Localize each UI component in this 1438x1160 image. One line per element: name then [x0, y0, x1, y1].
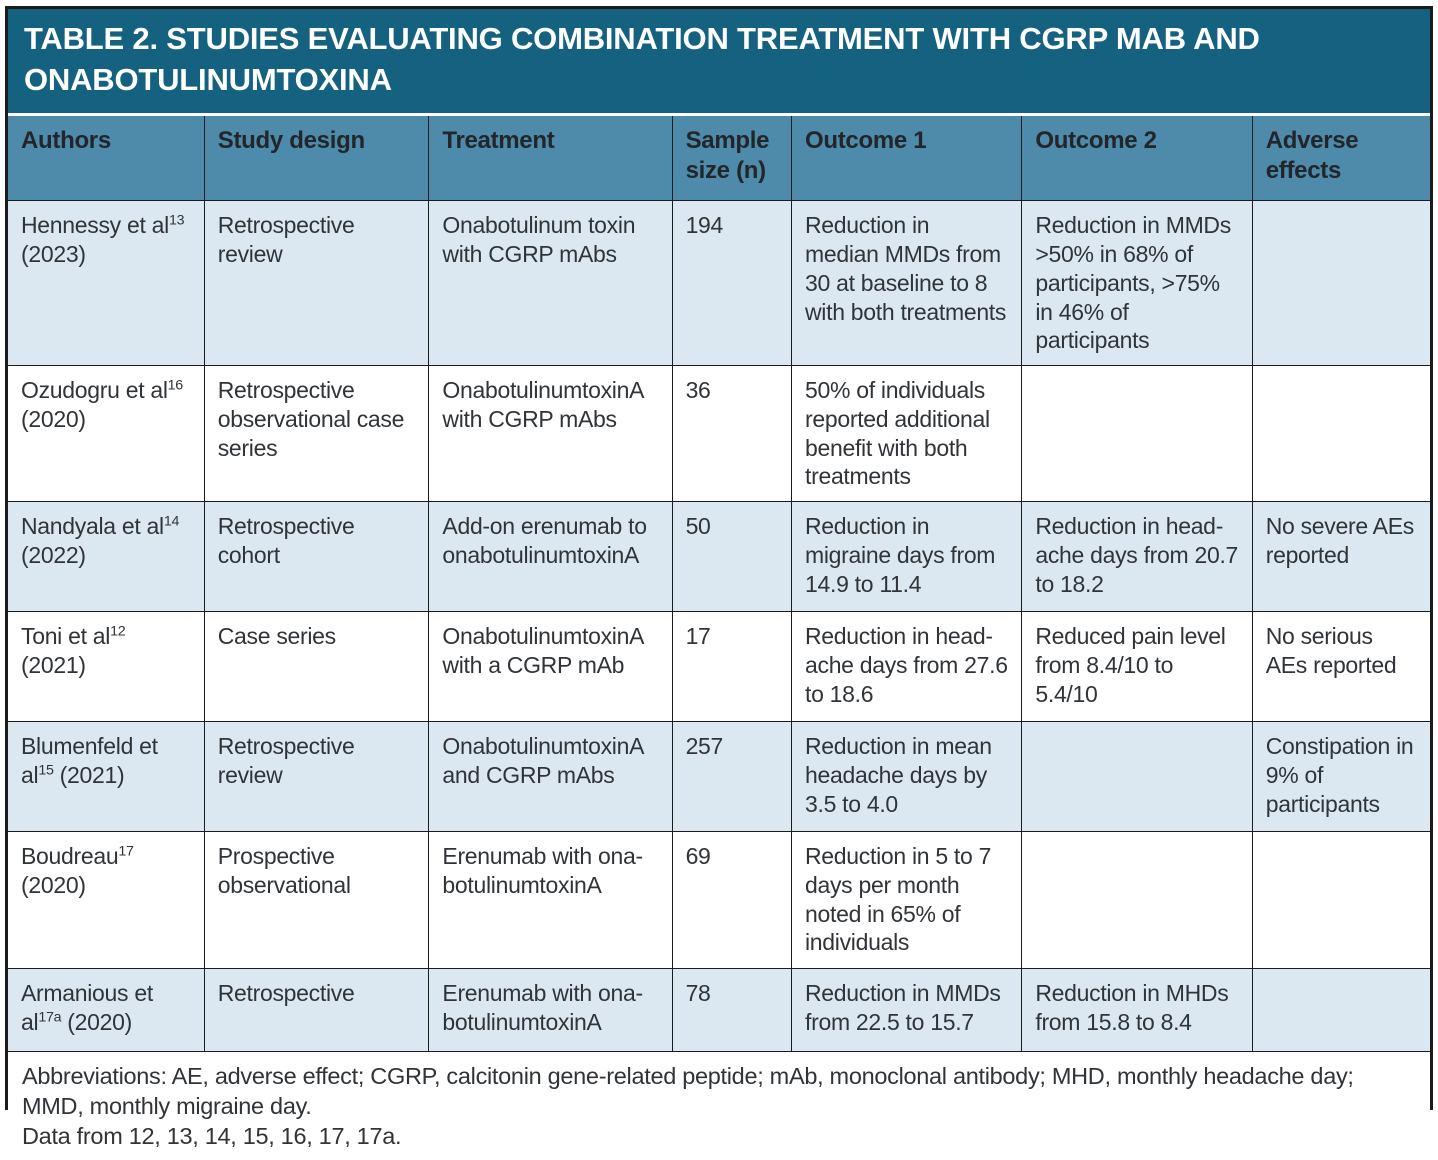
author-cell: Boudreau17 (2020)	[7, 831, 205, 970]
adverse-effects-cell	[1251, 831, 1431, 970]
table-row: Toni et al12 (2021) Case series Onabotul…	[7, 611, 1431, 723]
author-year: (2023)	[21, 241, 86, 268]
treatment-cell: OnabotulinumtoxinA with a CGRP mAb	[428, 611, 673, 723]
author-reference-superscript: 17a	[38, 1009, 62, 1026]
adverse-effects-cell	[1251, 365, 1431, 503]
study-design-cell: Case series	[203, 611, 430, 723]
author-name: Hennessy et al	[21, 212, 169, 239]
table-row: Blumenfeld et al15 (2021) Retrospective …	[7, 721, 1431, 833]
table-row: Hennessy et al13 (2023) Retrospective re…	[7, 200, 1431, 367]
author-name: Toni et al	[21, 623, 111, 650]
study-design-cell: Retrospective review	[203, 200, 430, 367]
column-header-authors: Authors	[7, 115, 205, 202]
column-header-outcome2: Outcome 2	[1021, 115, 1253, 202]
table-row: Ozudogru et al16 (2020) Retrospective ob…	[7, 365, 1431, 503]
author-reference-superscript: 12	[110, 623, 126, 640]
author-name: Nandyala et al	[21, 513, 164, 540]
treatment-cell: Add-on erenumab to onabotulinumtoxinA	[428, 501, 673, 613]
treatment-cell: OnabotulinumtoxinA and CGRP mAbs	[428, 721, 673, 833]
table-body: Hennessy et al13 (2023) Retrospective re…	[7, 200, 1431, 1052]
column-header-outcome1: Outcome 1	[790, 115, 1023, 202]
adverse-effects-cell: No severe AEs reported	[1251, 501, 1431, 613]
author-reference-superscript: 17	[118, 843, 134, 860]
outcome2-cell: Reduction in MHDs from 15.8 to 8.4	[1021, 968, 1253, 1052]
author-year: (2020)	[21, 405, 86, 432]
author-cell: Hennessy et al13 (2023)	[7, 200, 205, 367]
author-reference-superscript: 13	[168, 212, 185, 229]
adverse-effects-cell	[1251, 200, 1431, 367]
sample-size-cell: 17	[671, 611, 793, 723]
table-row: Boudreau17 (2020) Prospective observa­ti…	[7, 831, 1431, 970]
outcome1-cell: Reduction in 5 to 7 days per month noted…	[790, 831, 1023, 970]
column-header-design: Study design	[203, 115, 430, 202]
author-cell: Blumenfeld et al15 (2021)	[7, 721, 205, 833]
study-design-cell: Retrospective	[203, 968, 430, 1052]
sample-size-cell: 194	[671, 200, 793, 367]
table-row: Armanious et al17a (2020) Retrospective …	[7, 968, 1431, 1052]
studies-table: Authors Study design Treatment Sample si…	[7, 115, 1431, 1052]
treatment-cell: Erenumab with ona­botulinumtoxinA	[428, 831, 673, 970]
author-year: (2020)	[61, 1008, 132, 1035]
table-row: Nandyala et al14 (2022) Retrospective co…	[7, 501, 1431, 613]
outcome1-cell: 50% of individuals reported additional b…	[790, 365, 1023, 503]
author-cell: Ozudogru et al16 (2020)	[7, 365, 205, 503]
outcome2-cell	[1021, 721, 1253, 833]
adverse-effects-cell: Constipation in 9% of participants	[1251, 721, 1431, 833]
sample-size-cell: 36	[671, 365, 793, 503]
author-name: Blumenfeld et al	[21, 733, 158, 788]
author-name: Ozudogru et al	[21, 377, 168, 404]
author-name: Armanious et al	[21, 980, 153, 1035]
data-source-note: Data from 12, 13, 14, 15, 16, 17, 17a.	[22, 1122, 402, 1149]
outcome2-cell	[1021, 831, 1253, 970]
column-header-treatment: Treatment	[428, 115, 673, 202]
outcome2-cell: Reduced pain level from 8.4/10 to 5.4/10	[1021, 611, 1253, 723]
outcome1-cell: Reduction in migraine days from 14.9 to …	[790, 501, 1023, 613]
outcome2-cell: Reduction in MMDs >50% in 68% of partici…	[1021, 200, 1253, 367]
table-header-row: Authors Study design Treatment Sample si…	[7, 115, 1431, 202]
study-design-cell: Retrospective obser­vational case series	[203, 365, 430, 503]
author-name: Boudreau	[21, 843, 119, 870]
author-cell: Toni et al12 (2021)	[7, 611, 205, 723]
author-year: (2021)	[53, 761, 125, 788]
sample-size-cell: 69	[671, 831, 793, 970]
outcome1-cell: Reduction in median MMDs from 30 at base…	[790, 200, 1023, 367]
outcome2-cell: Reduction in head­ache days from 20.7 to…	[1021, 501, 1253, 613]
sample-size-cell: 78	[671, 968, 793, 1052]
table-frame: TABLE 2. STUDIES EVALUATING COMBINATION …	[5, 6, 1433, 1160]
treatment-cell: Erenumab with ona­botulinumtoxinA	[428, 968, 673, 1052]
outcome2-cell	[1021, 365, 1253, 503]
treatment-cell: OnabotulinumtoxinA with CGRP mAbs	[428, 365, 673, 503]
author-reference-superscript: 14	[163, 513, 180, 530]
author-year: (2022)	[21, 541, 86, 568]
study-design-cell: Prospective observa­tional	[203, 831, 430, 970]
author-year: (2020)	[21, 871, 86, 898]
column-header-adverse: Adverse effects	[1251, 115, 1431, 202]
table-title: TABLE 2. STUDIES EVALUATING COMBINATION …	[8, 9, 1430, 113]
study-design-cell: Retrospective review	[203, 721, 430, 833]
adverse-effects-cell: No serious AEs reported	[1251, 611, 1431, 723]
column-header-sample: Sample size (n)	[671, 115, 793, 202]
study-design-cell: Retrospective cohort	[203, 501, 430, 613]
outcome1-cell: Reduction in mean headache days by 3.5 t…	[790, 721, 1023, 833]
author-cell: Nandyala et al14 (2022)	[7, 501, 205, 613]
adverse-effects-cell	[1251, 968, 1431, 1052]
sample-size-cell: 257	[671, 721, 793, 833]
author-reference-superscript: 15	[38, 762, 54, 779]
outcome1-cell: Reduction in MMDs from 22.5 to 15.7	[790, 968, 1023, 1052]
page: TABLE 2. STUDIES EVALUATING COMBINATION …	[5, 6, 1433, 1160]
treatment-cell: Onabotulinum toxin with CGRP mAbs	[428, 200, 673, 367]
table-footnotes: Abbreviations: AE, adverse effect; CGRP,…	[8, 1050, 1430, 1160]
author-year: (2021)	[21, 651, 86, 678]
author-cell: Armanious et al17a (2020)	[7, 968, 205, 1052]
sample-size-cell: 50	[671, 501, 793, 613]
author-reference-superscript: 16	[167, 377, 184, 394]
abbreviations-note: Abbreviations: AE, adverse effect; CGRP,…	[22, 1062, 1354, 1119]
outcome1-cell: Reduction in head­ache days from 27.6 to…	[790, 611, 1023, 723]
